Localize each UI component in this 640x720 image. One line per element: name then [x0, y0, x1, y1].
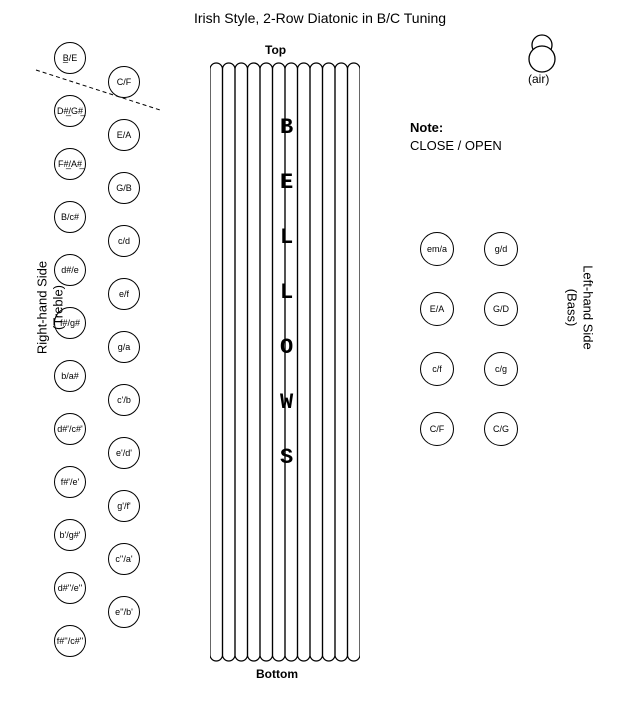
bass-left-button: C/F: [420, 412, 454, 446]
treble-inner-button: g'/f': [108, 490, 140, 522]
treble-inner-button: g/a: [108, 331, 140, 363]
air-label: (air): [528, 72, 549, 86]
treble-outer-button: d#''/e'': [54, 572, 86, 604]
diagram-title: Irish Style, 2-Row Diatonic in B/C Tunin…: [0, 10, 640, 26]
note-body: CLOSE / OPEN: [410, 138, 502, 153]
treble-outer-button: f#'/e': [54, 466, 86, 498]
treble-outer-button: B̲/E: [54, 42, 86, 74]
treble-inner-button: G/B: [108, 172, 140, 204]
bass-right-button: C/G: [484, 412, 518, 446]
bass-right-button: g/d: [484, 232, 518, 266]
left-side-label: Left-hand Side: [581, 248, 596, 368]
treble-inner-button: e''/b': [108, 596, 140, 628]
treble-outer-button: f#''/c#'': [54, 625, 86, 657]
treble-outer-button: B/c#: [54, 201, 86, 233]
treble-inner-button: e'/d': [108, 437, 140, 469]
top-label: Top: [265, 43, 286, 57]
left-side-sublabel: (Bass): [565, 248, 580, 368]
treble-inner-button: E/A: [108, 119, 140, 151]
bellows-letter: S: [280, 445, 295, 470]
bass-left-button: c/f: [420, 352, 454, 386]
treble-outer-button: d#'/c#': [54, 413, 86, 445]
treble-inner-button: c''/a': [108, 543, 140, 575]
bellows-letter: O: [280, 335, 295, 360]
right-side-label: Right-hand Side: [35, 248, 50, 368]
note-heading: Note:: [410, 120, 443, 135]
treble-inner-button: c/d: [108, 225, 140, 257]
bass-left-button: E/A: [420, 292, 454, 326]
right-side-sublabel: (Treble): [51, 248, 66, 368]
bass-right-button: c/g: [484, 352, 518, 386]
air-button-icon: [527, 34, 557, 74]
bellows-letter: L: [280, 280, 295, 305]
bass-left-button: em/a: [420, 232, 454, 266]
treble-inner-button: C/F: [108, 66, 140, 98]
bellows-letter: L: [280, 225, 295, 250]
treble-outer-button: F#̲/A#̲: [54, 148, 86, 180]
treble-outer-button: D#̲/G#̲: [54, 95, 86, 127]
bellows-letter: W: [280, 390, 295, 415]
treble-inner-button: e/f: [108, 278, 140, 310]
treble-outer-button: b'/g#': [54, 519, 86, 551]
bellows-letter: B: [280, 115, 295, 140]
treble-inner-button: c'/b: [108, 384, 140, 416]
bass-right-button: G/D: [484, 292, 518, 326]
bellows-letter: E: [280, 170, 295, 195]
bellows: [210, 62, 360, 662]
bottom-label: Bottom: [256, 667, 298, 681]
